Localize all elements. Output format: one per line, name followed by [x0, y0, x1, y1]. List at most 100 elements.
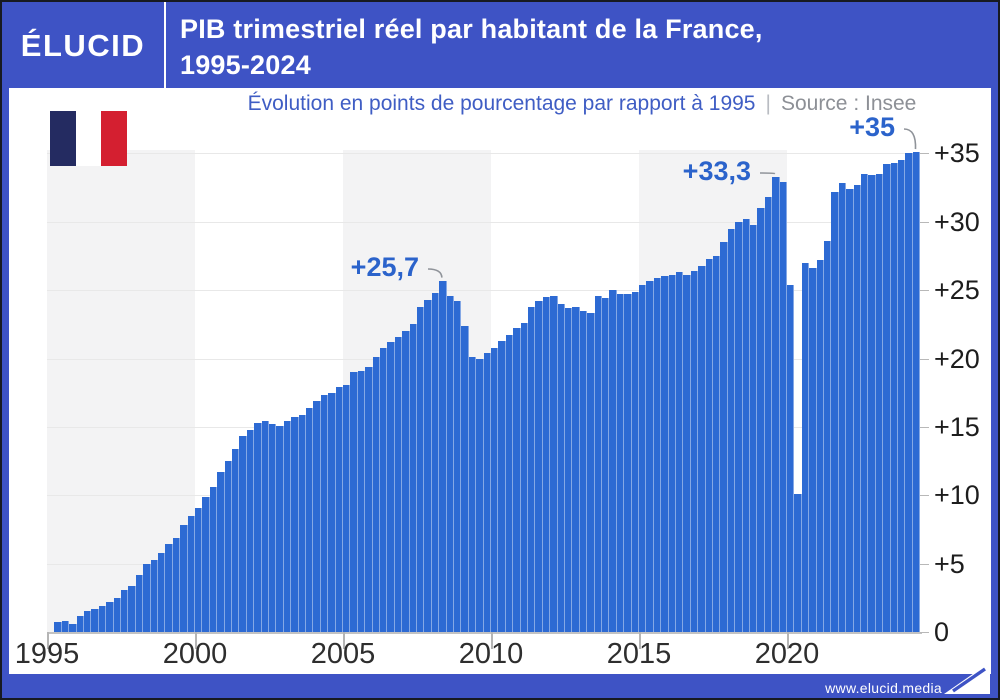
- quarter-bar: [239, 436, 247, 632]
- page-title: PIB trimestriel réel par habitant de la …: [180, 11, 763, 83]
- gridline: [47, 290, 922, 292]
- quarter-bar: [520, 322, 528, 632]
- quarter-bar: [54, 622, 62, 632]
- x-axis-tick: [47, 632, 49, 649]
- elucid-flag-icon: [944, 662, 990, 694]
- quarter-bar: [372, 357, 380, 632]
- quarter-bar: [380, 347, 388, 632]
- x-axis-tick: [343, 632, 345, 649]
- quarter-bar: [454, 301, 462, 632]
- x-axis-label: 2020: [754, 638, 820, 670]
- quarter-bar: [587, 313, 595, 632]
- quarter-bar: [676, 272, 684, 632]
- subtitle-separator: |: [765, 92, 771, 115]
- quarter-bar: [187, 515, 195, 632]
- chart-subtitle: Évolution en points de pourcentage par r…: [172, 90, 992, 118]
- quarter-bar: [750, 224, 758, 632]
- quarter-bar: [631, 291, 639, 632]
- quarter-bar: [764, 197, 773, 632]
- y-axis-tick: [920, 221, 929, 223]
- source-label: Source : Insee: [780, 92, 917, 115]
- quarter-bar: [690, 271, 699, 632]
- quarter-bar: [757, 208, 765, 632]
- quarter-bar: [343, 384, 351, 632]
- quarter-bar: [912, 152, 921, 632]
- quarter-bar: [431, 292, 440, 632]
- x-axis-tick: [787, 632, 789, 649]
- quarter-bar: [98, 606, 107, 632]
- quarter-bar: [861, 173, 869, 632]
- quarter-bar: [905, 153, 913, 632]
- gridline: [47, 221, 922, 223]
- gridline: [47, 153, 922, 155]
- quarter-bar: [550, 295, 558, 632]
- quarter-bar: [668, 275, 676, 632]
- france-flag-icon: [50, 111, 128, 166]
- quarter-bar: [557, 303, 565, 632]
- quarter-bar: [328, 392, 336, 632]
- quarter-bar: [468, 357, 477, 632]
- quarter-bar: [875, 173, 884, 632]
- y-axis-tick: [920, 358, 929, 360]
- quarter-bar: [713, 255, 721, 632]
- quarter-bar: [602, 298, 610, 632]
- quarter-bar: [165, 544, 173, 632]
- quarter-bar: [639, 284, 647, 632]
- flag-red-stripe: [101, 111, 128, 166]
- y-axis-tick: [920, 426, 929, 428]
- quarter-bar: [195, 507, 203, 632]
- quarter-bar: [350, 372, 358, 632]
- quarter-bar: [143, 563, 151, 632]
- quarter-bar: [402, 331, 410, 632]
- y-axis-label: +10: [934, 480, 980, 511]
- quarter-bar: [320, 395, 329, 632]
- x-axis-tick: [491, 632, 493, 649]
- quarter-bar: [838, 183, 847, 632]
- quarter-bar: [298, 414, 306, 632]
- x-axis-label: 2010: [458, 638, 524, 670]
- quarter-bar: [202, 496, 210, 632]
- quarter-bar: [84, 611, 92, 632]
- footer-bar: [2, 674, 998, 698]
- quarter-bar: [513, 328, 521, 632]
- quarter-bar: [291, 417, 299, 632]
- flag-white-stripe: [75, 111, 102, 166]
- quarter-bar: [158, 552, 166, 632]
- header-divider: [164, 2, 166, 88]
- quarter-bar: [128, 585, 136, 632]
- quarter-bar: [698, 265, 706, 632]
- footer-url[interactable]: www.elucid.media: [825, 680, 942, 696]
- x-axis-tick: [639, 632, 641, 649]
- quarter-bar: [528, 306, 536, 632]
- quarter-bar: [69, 623, 77, 632]
- x-axis-label: 2000: [162, 638, 228, 670]
- quarter-bar: [824, 240, 832, 632]
- quarter-bar: [172, 537, 181, 632]
- quarter-bar: [735, 221, 743, 632]
- quarter-bar: [417, 306, 425, 632]
- y-axis-label: +35: [934, 138, 980, 169]
- x-axis-line: [47, 632, 922, 634]
- quarter-bar: [269, 424, 277, 632]
- quarter-bar: [609, 290, 617, 632]
- quarter-bar: [254, 422, 262, 632]
- header-bar: ÉLUCID PIB trimestriel réel par habitant…: [2, 2, 998, 88]
- quarter-bar: [246, 429, 255, 632]
- quarter-bar: [106, 601, 114, 632]
- quarter-bar: [890, 162, 898, 632]
- y-axis-tick: [920, 495, 929, 497]
- quarter-bar: [572, 306, 580, 632]
- y-axis-label: +25: [934, 275, 980, 306]
- quarter-bar: [121, 589, 129, 632]
- quarter-bar: [898, 160, 906, 632]
- quarter-bar: [683, 275, 691, 632]
- quarter-bar: [794, 493, 802, 632]
- title-line-1: PIB trimestriel réel par habitant de la …: [180, 14, 763, 44]
- quarter-bar: [705, 258, 713, 632]
- x-axis-label: 1995: [14, 638, 80, 670]
- quarter-bar: [772, 176, 780, 632]
- x-axis-label: 2015: [606, 638, 672, 670]
- quarter-bar: [720, 242, 728, 632]
- quarter-bar: [446, 295, 454, 632]
- quarter-bar: [594, 295, 602, 632]
